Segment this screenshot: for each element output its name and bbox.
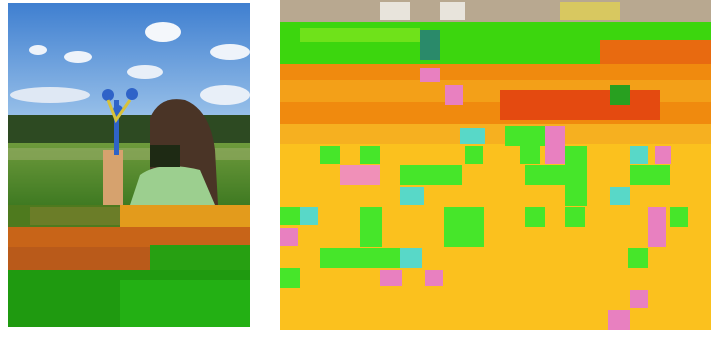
right-photo	[280, 0, 711, 330]
left-photo	[8, 3, 250, 327]
